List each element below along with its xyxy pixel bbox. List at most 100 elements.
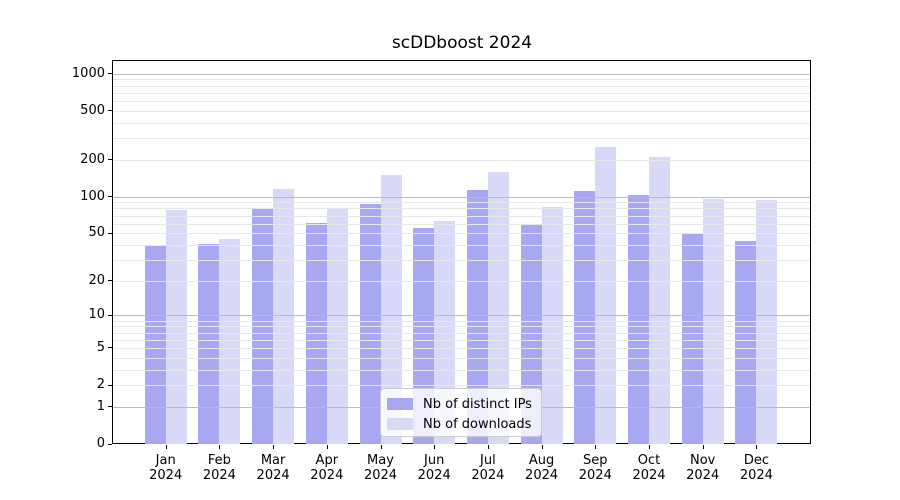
x-axis-tick <box>165 445 167 449</box>
legend-label-downloads: Nb of downloads <box>423 416 532 432</box>
bar-oct-distinct-ips <box>628 194 649 444</box>
x-tick-label: Jan 2024 <box>134 453 198 483</box>
gridline-minor <box>113 244 810 246</box>
x-tick-label: Sep 2024 <box>563 453 627 483</box>
gridline-minor <box>113 110 810 112</box>
y-axis-tick <box>108 384 112 386</box>
y-axis-tick <box>108 347 112 349</box>
gridline-minor <box>113 233 810 235</box>
y-tick-label: 200 <box>80 151 105 167</box>
legend-swatch-distinct-ips <box>387 398 413 410</box>
gridline-minor <box>113 332 810 334</box>
gridline-minor <box>113 202 810 204</box>
x-tick-label: Mar 2024 <box>241 453 305 483</box>
y-tick-label: 50 <box>88 225 105 241</box>
x-tick-label-year: 2024 <box>686 468 720 483</box>
bar-feb-downloads <box>219 238 241 444</box>
y-axis-tick <box>108 196 112 198</box>
x-tick-label-year: 2024 <box>256 468 290 483</box>
gridline-minor <box>113 208 810 210</box>
bar-may-downloads <box>380 175 402 444</box>
legend: Nb of distinct IPs Nb of downloads <box>380 388 542 437</box>
x-tick-label: May 2024 <box>349 453 413 483</box>
x-tick-label-year: 2024 <box>632 468 666 483</box>
gridline-minor <box>113 280 810 282</box>
bar-nov-distinct-ips <box>681 233 703 444</box>
y-axis-tick <box>108 73 112 75</box>
x-tick-label: Feb 2024 <box>187 453 251 483</box>
y-tick-label: 100 <box>80 188 105 204</box>
legend-label-distinct-ips: Nb of distinct IPs <box>423 396 532 412</box>
x-axis-tick <box>219 445 221 449</box>
bar-mar-downloads <box>273 189 295 444</box>
y-axis-tick <box>108 280 112 282</box>
gridline-major <box>113 196 810 198</box>
gridline-minor <box>113 223 810 225</box>
bar-jan-distinct-ips <box>144 246 166 444</box>
bar-apr-downloads <box>326 207 348 444</box>
gridline-minor <box>113 122 810 124</box>
gridline-minor <box>113 92 810 94</box>
legend-item-downloads: Nb of downloads <box>387 414 533 434</box>
bar-may-distinct-ips <box>359 204 381 444</box>
x-axis-tick <box>702 445 704 449</box>
gridline-minor <box>113 138 810 140</box>
x-tick-label-year: 2024 <box>363 468 398 483</box>
y-tick-label: 10 <box>88 307 105 323</box>
legend-swatch-downloads <box>387 418 413 430</box>
y-tick-label: 0 <box>96 436 105 451</box>
gridline-minor <box>113 369 810 371</box>
x-tick-label: Jun 2024 <box>402 453 466 483</box>
x-tick-label: Oct 2024 <box>617 453 681 483</box>
gridline-minor <box>113 101 810 103</box>
gridline-minor <box>113 259 810 261</box>
bar-jul-downloads <box>487 171 509 444</box>
y-axis-tick <box>108 406 112 408</box>
gridline-minor <box>113 215 810 217</box>
bar-sep-downloads <box>595 146 617 444</box>
y-axis-tick <box>108 443 112 445</box>
x-tick-label-year: 2024 <box>578 468 612 483</box>
y-axis-tick <box>108 110 112 112</box>
x-tick-label: Nov 2024 <box>671 453 735 483</box>
x-tick-label: Jul 2024 <box>456 453 520 483</box>
x-tick-label-year: 2024 <box>525 468 559 483</box>
x-tick-label: Apr 2024 <box>295 453 359 483</box>
plot-area: Nb of distinct IPs Nb of downloads 0 1 2 5 1… <box>72 61 810 483</box>
y-tick-label: 5 <box>96 339 105 355</box>
bar-oct-downloads <box>649 157 670 444</box>
y-tick-label: 1 <box>96 398 105 414</box>
x-tick-label-year: 2024 <box>739 468 773 483</box>
x-tick-label-year: 2024 <box>310 468 344 483</box>
y-axis-tick <box>108 159 112 161</box>
x-tick-label: Aug 2024 <box>510 453 574 483</box>
x-axis-tick <box>487 445 489 449</box>
chart-title: scDDboost 2024 <box>391 33 533 53</box>
legend-item-distinct-ips: Nb of distinct IPs <box>387 394 533 414</box>
y-axis-tick <box>108 232 112 234</box>
bar-dec-distinct-ips <box>735 241 757 444</box>
x-axis-tick <box>649 445 650 449</box>
gridline-major <box>113 315 810 317</box>
x-tick-label-year: 2024 <box>202 468 236 483</box>
gridline-minor <box>113 85 810 87</box>
gridline-major <box>113 73 810 75</box>
gridline-minor <box>113 385 810 387</box>
x-axis-tick <box>380 445 382 449</box>
gridline-minor <box>113 347 810 349</box>
gridline-minor <box>113 339 810 341</box>
y-tick-label: 20 <box>88 272 105 288</box>
x-tick-label-year: 2024 <box>149 468 183 483</box>
gridline-minor <box>113 79 810 81</box>
x-axis-tick <box>273 445 275 449</box>
y-axis-tick <box>108 314 112 316</box>
x-tick-label: Dec 2024 <box>724 453 788 483</box>
x-axis-tick <box>434 445 436 449</box>
x-axis-tick <box>595 445 597 449</box>
bar-sep-distinct-ips <box>574 190 596 444</box>
y-tick-label: 1000 <box>71 65 105 81</box>
gridline-minor <box>113 159 810 161</box>
gridline-minor <box>113 320 810 322</box>
x-tick-label-year: 2024 <box>471 468 505 483</box>
